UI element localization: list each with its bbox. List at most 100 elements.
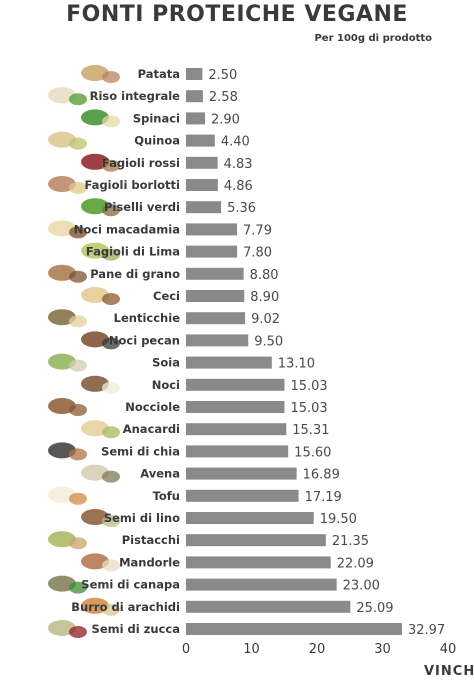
- bar: [186, 623, 402, 635]
- category-label: Burro di arachidi: [71, 600, 180, 614]
- cashew-icon-shape: [102, 426, 120, 439]
- bar-row: Pane di grano 8.80: [48, 264, 279, 283]
- bar: [186, 512, 314, 524]
- bar: [186, 312, 246, 325]
- value-label: 2.50: [208, 68, 237, 83]
- tofu-icon-shape: [69, 492, 87, 505]
- lentils-icon: [48, 309, 87, 328]
- x-tick-label: 40: [440, 642, 457, 657]
- chart-title: FONTI PROTEICHE VEGANE: [66, 2, 408, 27]
- bar-row: Mandorle 22.09: [81, 553, 374, 572]
- value-label: 17.19: [305, 490, 342, 505]
- bar-row: Semi di chia 15.60: [48, 442, 331, 461]
- bar: [186, 90, 203, 103]
- bar-row: Semi di canapa 23.00: [48, 575, 380, 594]
- chia-icon-shape: [69, 448, 87, 461]
- value-label: 7.80: [243, 246, 272, 261]
- macadamia-icon: [48, 220, 87, 239]
- category-label: Semi di lino: [104, 511, 180, 525]
- almond-icon: [81, 553, 120, 572]
- category-label: Ceci: [153, 289, 180, 303]
- category-label: Patata: [138, 67, 180, 81]
- hemp-icon-shape: [69, 581, 87, 594]
- bar-row: Anacardi 15.31: [81, 420, 329, 439]
- bar-row: Semi di lino 19.50: [81, 509, 357, 527]
- lima-beans-icon-shape: [102, 248, 120, 261]
- bar-row: Avena 16.89: [81, 464, 340, 483]
- chickpeas-icon: [81, 287, 120, 305]
- bar: [186, 378, 285, 391]
- value-label: 21.35: [332, 534, 369, 549]
- bar: [186, 489, 299, 502]
- bar: [186, 467, 297, 480]
- bar-row: Pistacchi 21.35: [48, 531, 369, 550]
- category-label: Pistacchi: [122, 533, 180, 547]
- x-tick-label: 10: [243, 642, 260, 657]
- bar-row: Soia 13.10: [48, 353, 315, 372]
- value-label: 8.80: [250, 268, 279, 283]
- category-label: Semi di chia: [101, 444, 180, 458]
- value-label: 5.36: [227, 201, 256, 216]
- category-label: Noci: [152, 378, 180, 392]
- category-label: Riso integrale: [90, 89, 181, 103]
- hemp-icon: [48, 575, 87, 594]
- pumpkin-seeds-icon: [48, 620, 87, 638]
- almond-icon-shape: [102, 559, 120, 572]
- bar-row: Patata 2.50: [81, 65, 237, 83]
- bar: [186, 245, 238, 258]
- value-label: 25.09: [356, 601, 393, 616]
- category-label: Piselli verdi: [104, 200, 180, 214]
- bar-row: Spinaci 2.90: [81, 109, 240, 128]
- hazelnut-icon-shape: [69, 404, 87, 416]
- bar-row: Noci macadamia 7.79: [48, 220, 272, 239]
- brand-logo-text: VINCHA: [424, 664, 474, 679]
- category-label: Anacardi: [123, 422, 180, 436]
- category-label: Fagioli rossi: [102, 156, 180, 170]
- value-label: 9.02: [251, 312, 280, 327]
- walnut-icon-shape: [102, 381, 120, 394]
- category-label: Noci macadamia: [74, 222, 180, 236]
- category-label: Avena: [140, 467, 180, 481]
- soy-icon-shape: [69, 359, 87, 372]
- value-label: 15.31: [292, 423, 329, 438]
- category-label: Tofu: [153, 489, 180, 503]
- bar: [186, 578, 337, 591]
- value-label: 22.09: [337, 556, 374, 571]
- category-label: Soia: [152, 356, 180, 370]
- bar-row: Noci pecan 9.50: [81, 331, 283, 350]
- bar-row: Nocciole 15.03: [48, 398, 328, 416]
- bar: [186, 68, 203, 80]
- tofu-icon: [48, 486, 87, 505]
- value-label: 4.83: [224, 157, 253, 172]
- rice-icon: [48, 87, 87, 106]
- category-label: Spinaci: [133, 111, 180, 125]
- category-label: Noci pecan: [109, 333, 180, 347]
- pumpkin-seeds-icon-shape: [69, 626, 87, 638]
- category-label: Pane di grano: [90, 267, 180, 281]
- bar: [186, 156, 218, 169]
- green-peas-icon: [81, 198, 120, 217]
- potato-icon-shape: [102, 71, 120, 83]
- oats-icon-shape: [102, 470, 120, 483]
- value-label: 15.03: [290, 401, 327, 416]
- pistachio-icon-shape: [69, 537, 87, 550]
- pistachio-icon: [48, 531, 87, 550]
- bar-row: Tofu 17.19: [48, 486, 342, 505]
- potato-icon: [81, 65, 120, 83]
- value-label: 9.50: [254, 334, 283, 349]
- value-label: 2.58: [209, 90, 238, 105]
- bar-row: Burro di arachidi 25.09: [71, 597, 394, 616]
- spinach-icon: [81, 109, 120, 128]
- bar-row: Semi di zucca 32.97: [48, 620, 445, 638]
- bar: [186, 556, 331, 569]
- bar: [186, 267, 244, 280]
- category-label: Semi di canapa: [81, 578, 180, 592]
- x-tick-label: 20: [309, 642, 326, 657]
- flax-icon: [81, 509, 120, 527]
- soy-icon: [48, 353, 87, 372]
- x-tick-label: 30: [374, 642, 391, 657]
- bar: [186, 334, 249, 347]
- bar-row: Quinoa 4.40: [48, 131, 250, 150]
- bar: [186, 356, 272, 369]
- category-label: Fagioli borlotti: [85, 178, 181, 192]
